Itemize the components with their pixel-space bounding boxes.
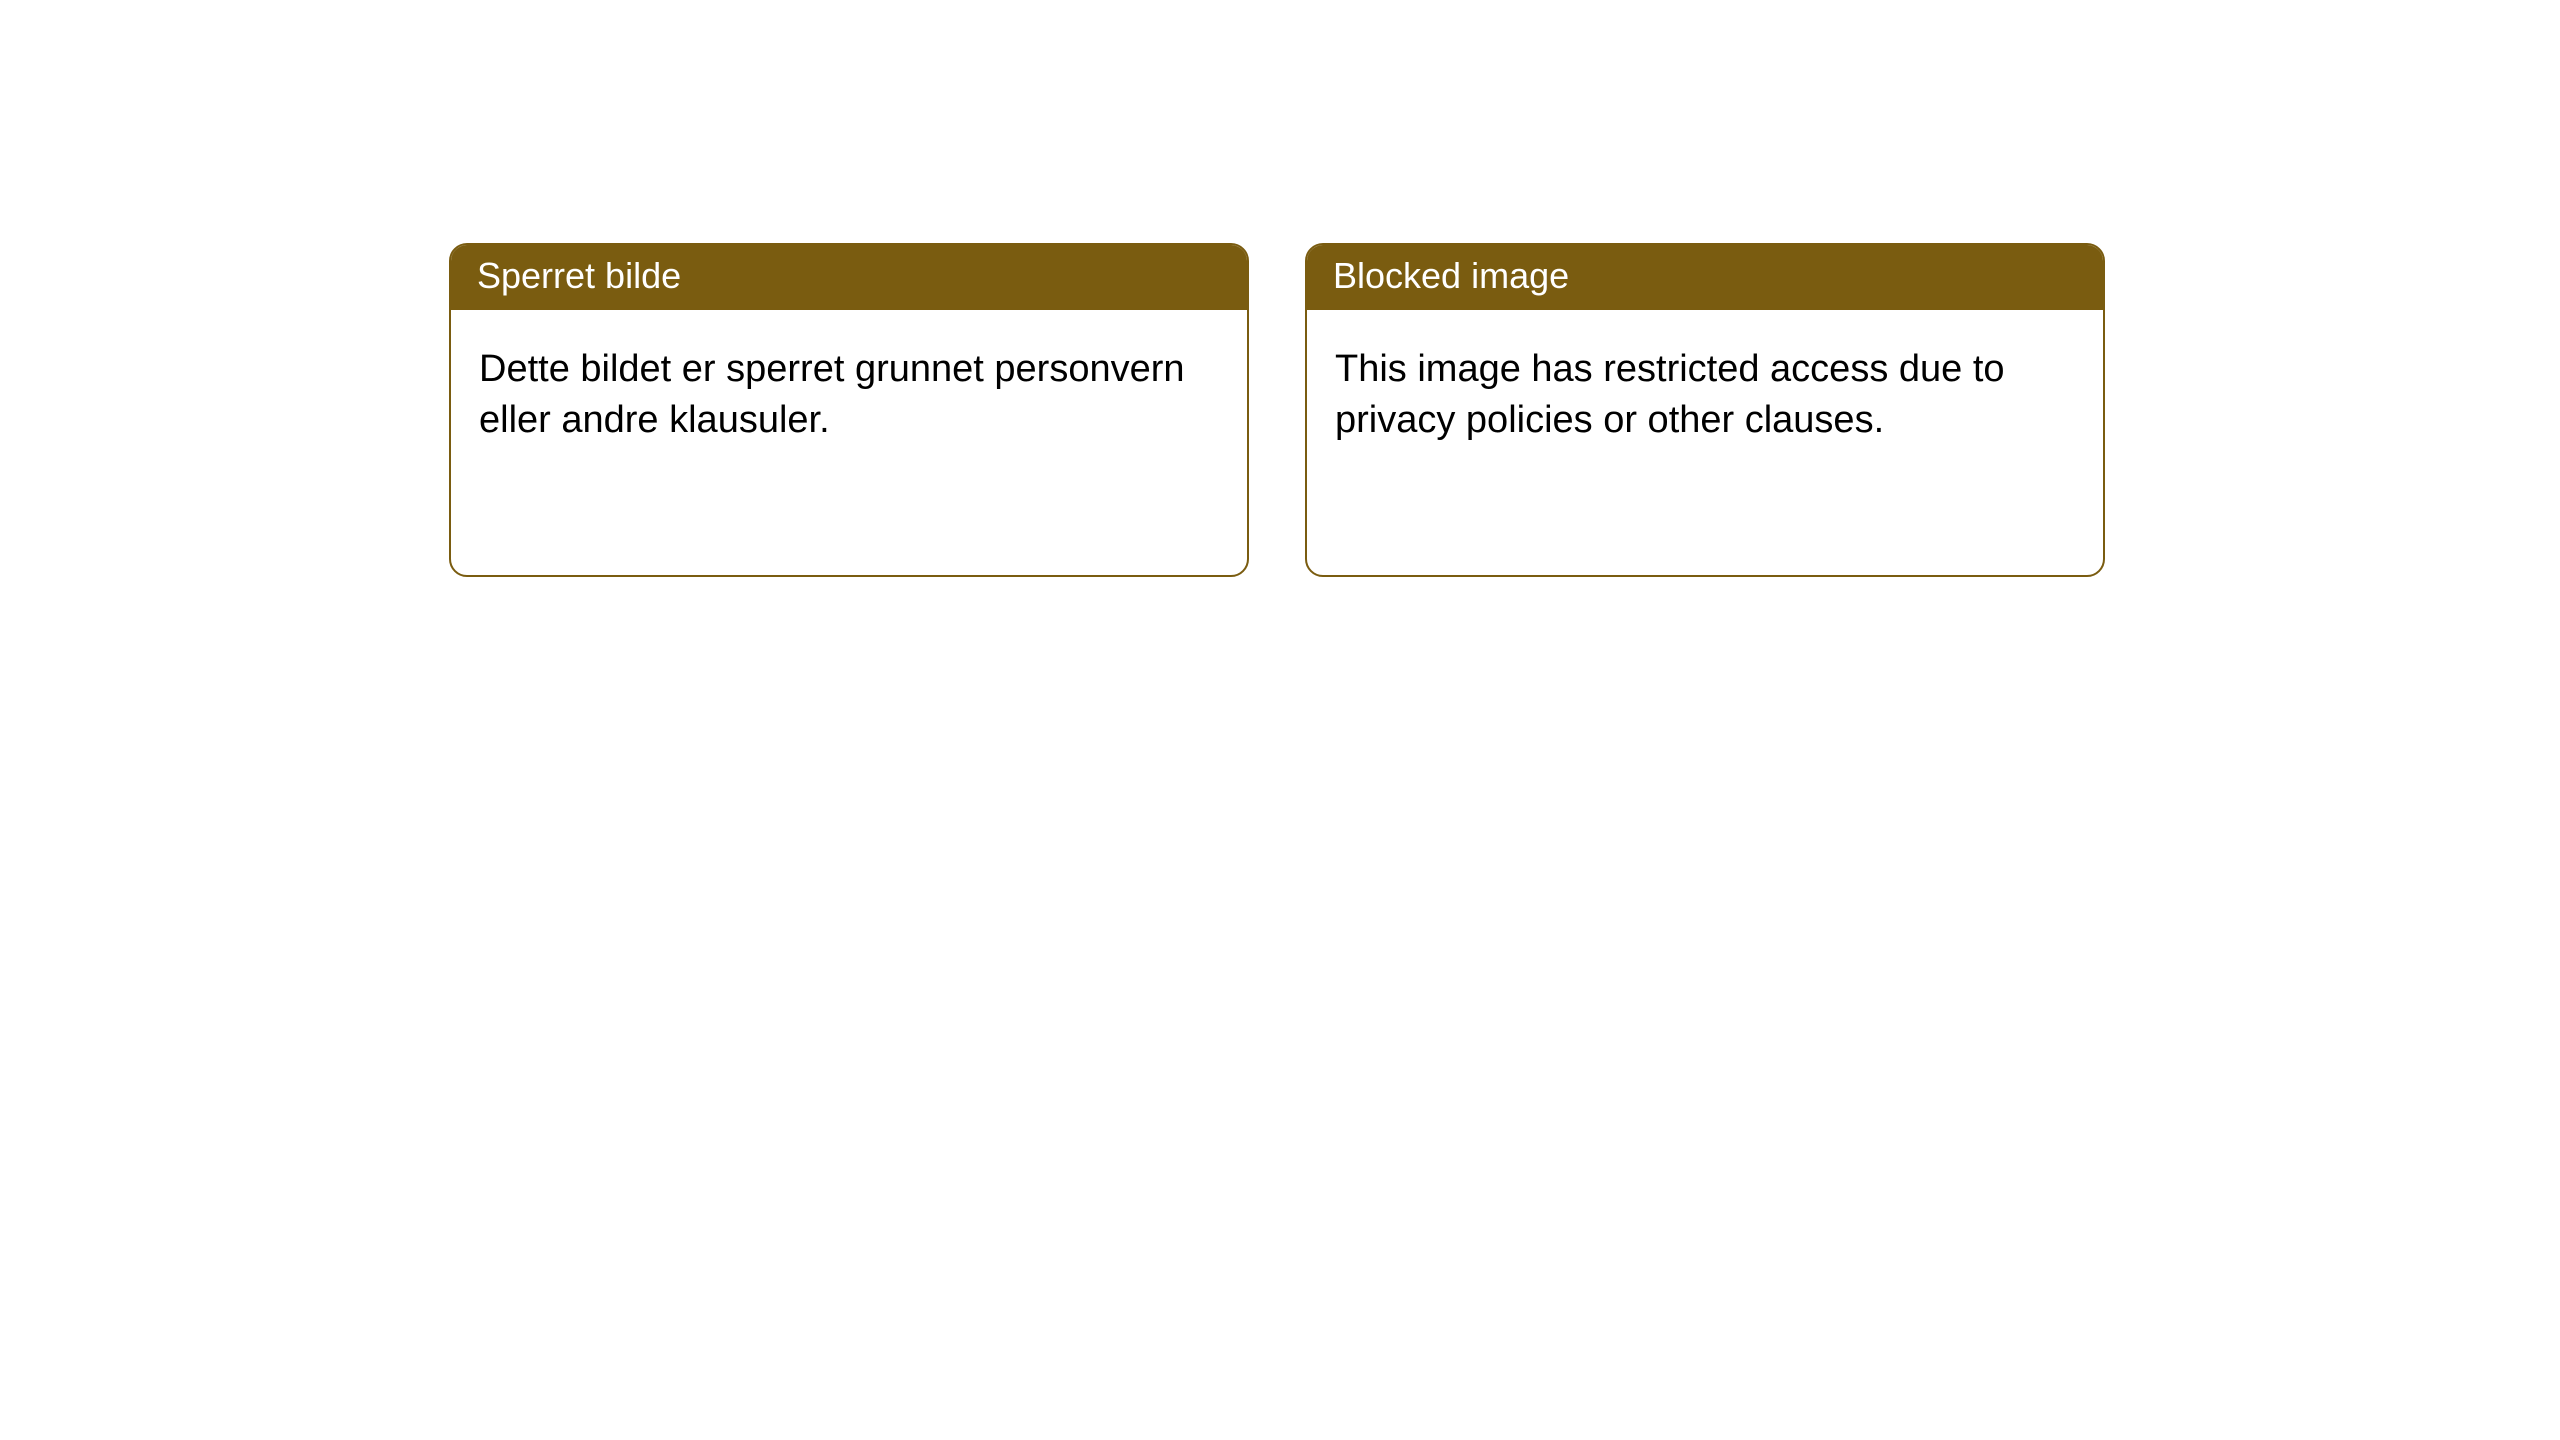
notice-title: Sperret bilde (477, 255, 681, 296)
notice-card-english: Blocked image This image has restricted … (1305, 243, 2105, 577)
notice-body-text: This image has restricted access due to … (1335, 348, 2005, 441)
notice-container: Sperret bilde Dette bildet er sperret gr… (0, 0, 2560, 577)
notice-title: Blocked image (1333, 255, 1569, 296)
notice-body: This image has restricted access due to … (1307, 310, 2103, 475)
notice-card-norwegian: Sperret bilde Dette bildet er sperret gr… (449, 243, 1249, 577)
notice-header: Sperret bilde (451, 245, 1247, 310)
notice-body-text: Dette bildet er sperret grunnet personve… (479, 348, 1185, 441)
notice-header: Blocked image (1307, 245, 2103, 310)
notice-body: Dette bildet er sperret grunnet personve… (451, 310, 1247, 475)
